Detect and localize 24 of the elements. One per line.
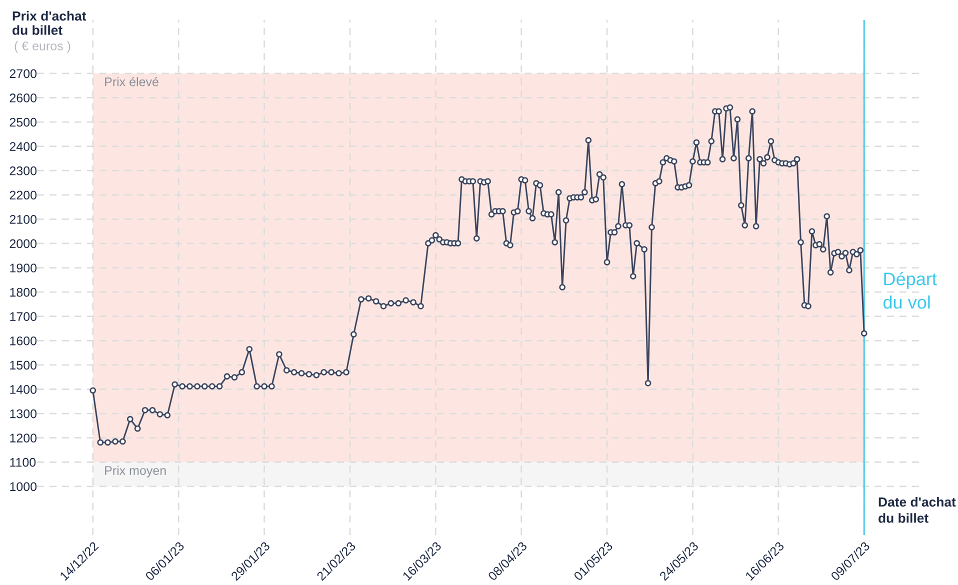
y-tick-label: 2000 [10, 239, 37, 248]
y-tick-label: 1800 [10, 288, 37, 297]
y-tick-label: 2300 [10, 166, 37, 176]
y-tick-label: 2200 [10, 190, 37, 200]
y-tick-label: 1300 [10, 409, 37, 418]
y-tick-label: 1100 [10, 458, 36, 467]
y-tick-label: 1900 [10, 264, 37, 272]
band-label: Prix élevé [105, 76, 158, 86]
y-tick-label: 2500 [10, 118, 37, 127]
y-tick-label: 1500 [10, 360, 37, 370]
ref-line-label: Départ du vol [884, 272, 937, 309]
y-tick-label: 2600 [10, 94, 37, 102]
annotation: ( € euros ) [14, 41, 70, 53]
y-tick-label: 2400 [10, 142, 37, 151]
y-tick-label: 1200 [10, 434, 37, 442]
y-tick-label: 2700 [10, 69, 37, 78]
y-axis-title: Prix d'achat du billet [12, 11, 86, 35]
y-tick-label: 1700 [10, 312, 37, 322]
band-label: Prix moyen [105, 466, 166, 478]
x-axis-title: Date d'achat du billet [878, 497, 956, 523]
y-tick-label: 1000 [10, 482, 37, 492]
y-tick-label: 1400 [10, 385, 37, 394]
y-tick-label: 2100 [10, 215, 37, 224]
y-tick-label: 1600 [10, 336, 37, 346]
